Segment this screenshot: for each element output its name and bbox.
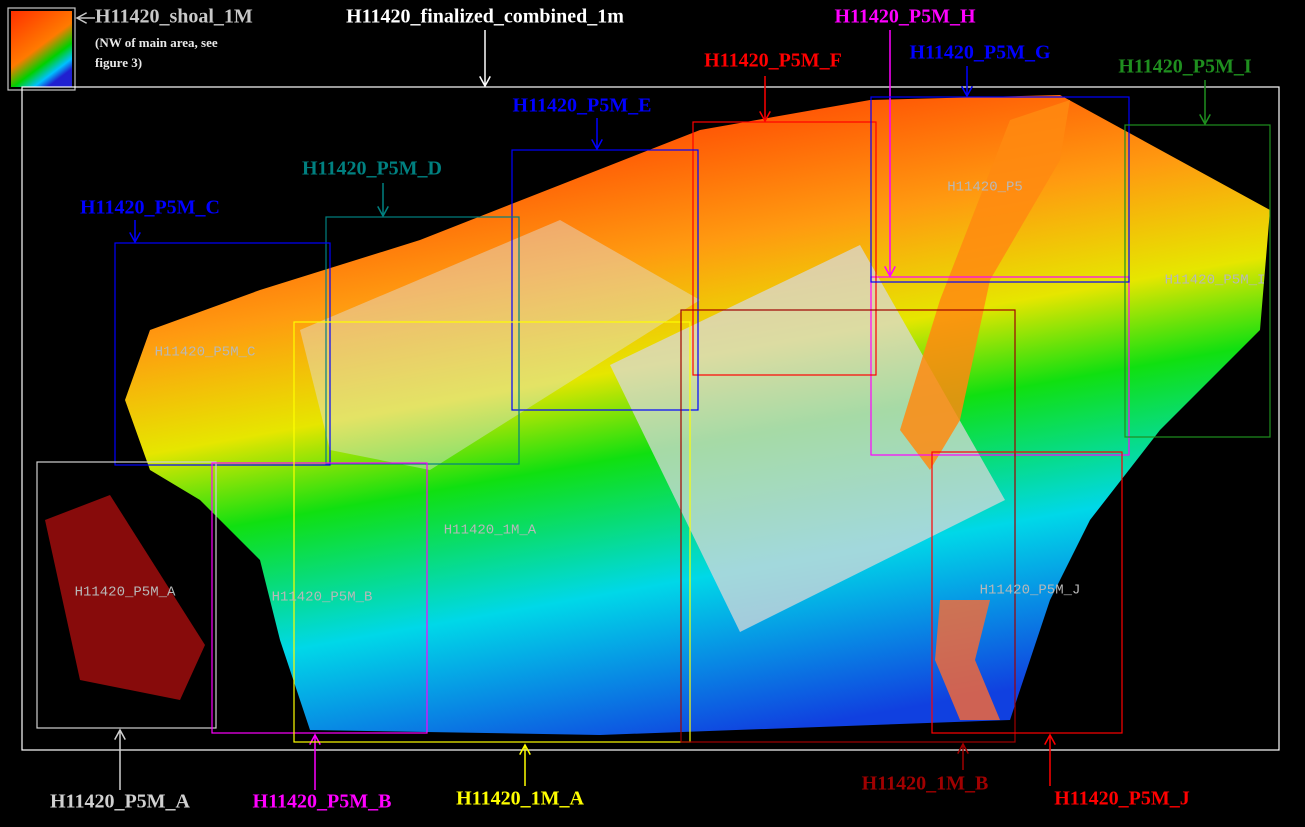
callout-label: H11420_P5M_H [834,6,976,28]
inner-label: H11420_P5M_J [980,583,1081,599]
inner-label: H11420_P5M_A [75,585,176,601]
map-figure: H11420_shoal_1M (NW of main area, see figu… [0,0,1305,827]
callout-label: H11420_P5M_B [253,791,392,813]
callout-label: H11420_shoal_1M [95,6,253,28]
callout-label: H11420_P5M_A [50,791,191,813]
inner-label: H11420_P5M_B [272,590,373,606]
callout-label: H11420_P5M_I [1118,56,1252,78]
callout-label: H11420_P5M_F [704,50,842,72]
callout-note: (NW of main area, see [95,35,218,50]
inner-label: H11420_1M_A [444,523,537,539]
inner-label: H11420_P5 [947,180,1023,196]
shoal-thumbnail [11,11,72,87]
callout-label: H11420_P5M_C [80,197,220,219]
terrain [11,11,1270,735]
callout-label: H11420_P5M_E [513,95,652,117]
callout-label: H11420_P5M_J [1054,788,1190,810]
callout-label: H11420_1M_B [862,773,989,795]
callout-label: H11420_1M_A [456,788,584,810]
callout-label: H11420_P5M_G [909,42,1051,64]
callout-label: H11420_finalized_combined_1m [346,6,624,28]
page: {"callouts": [ {"label": "H11420_shoal_1… [0,0,1305,827]
inner-label: H11420_P5M_I [1165,273,1266,289]
inner-label: H11420_P5M_C [155,345,256,361]
callout-note: figure 3) [95,55,142,70]
callout-label: H11420_P5M_D [302,158,442,180]
